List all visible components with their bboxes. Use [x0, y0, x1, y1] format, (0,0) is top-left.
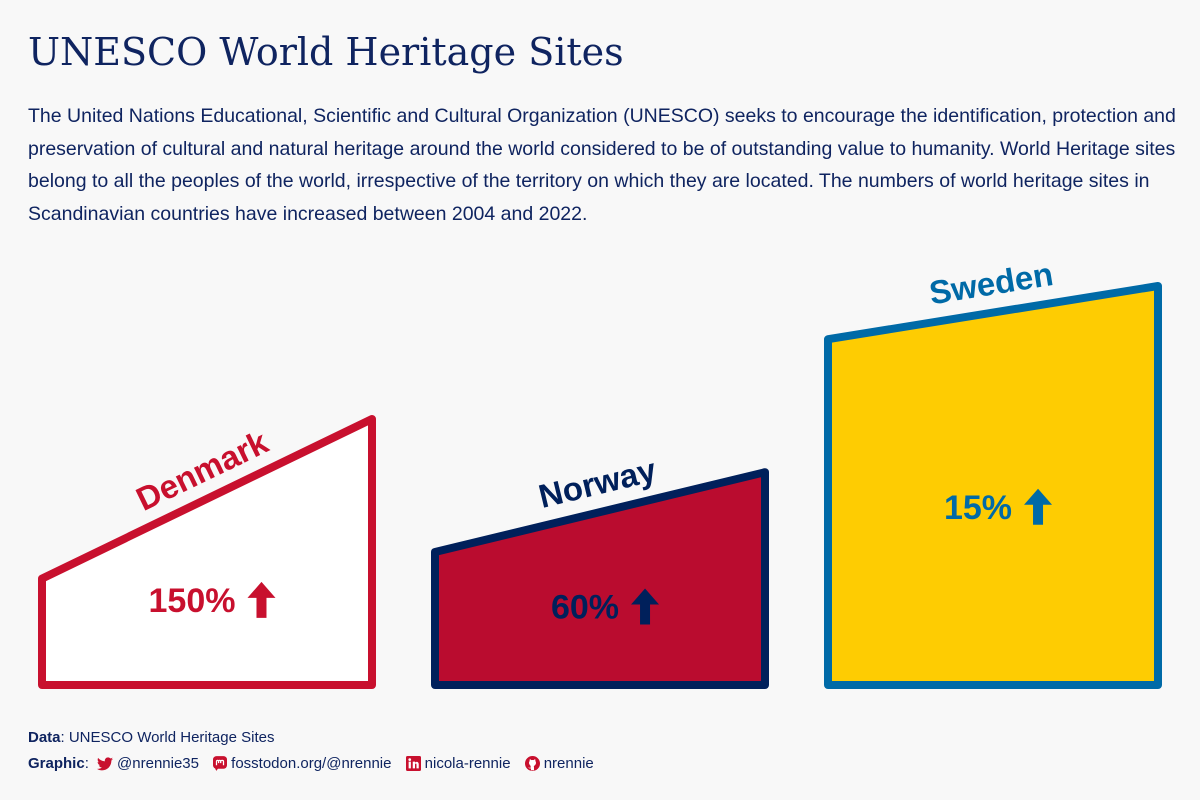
- github-icon: [524, 756, 540, 771]
- mastodon-icon: [213, 756, 228, 771]
- bar-norway: [431, 468, 769, 689]
- arrow-up-icon: [631, 588, 660, 625]
- twitter-icon: [97, 757, 114, 771]
- github-handle[interactable]: nrennie: [543, 755, 594, 772]
- change-norway: 60%: [551, 589, 619, 627]
- mastodon-handle[interactable]: fosstodon.org/@nrennie: [231, 755, 392, 772]
- data-source: : UNESCO World Heritage Sites: [60, 729, 275, 746]
- bar-denmark: [38, 415, 376, 689]
- graphic-line: Graphic: @nrennie35 fosstodon.org/@nrenn…: [28, 751, 594, 777]
- arrow-up-icon: [1024, 488, 1053, 525]
- graphic-sep: :: [84, 755, 89, 772]
- source-line: Data: UNESCO World Heritage Sites: [28, 725, 594, 751]
- bar-sweden: [824, 282, 1162, 689]
- chart-title: UNESCO World Heritage Sites: [28, 30, 624, 74]
- footer: Data: UNESCO World Heritage Sites Graphi…: [28, 725, 594, 777]
- arrow-up-icon: [247, 581, 276, 618]
- change-denmark: 150%: [149, 582, 236, 620]
- change-sweden: 15%: [944, 489, 1012, 527]
- twitter-handle[interactable]: @nrennie35: [117, 755, 199, 772]
- linkedin-handle[interactable]: nicola-rennie: [424, 755, 511, 772]
- chart-subtitle: The United Nations Educational, Scientif…: [28, 105, 1176, 225]
- graphic-label: Graphic: [28, 755, 85, 772]
- linkedin-icon: [405, 756, 421, 771]
- data-label: Data: [28, 729, 61, 746]
